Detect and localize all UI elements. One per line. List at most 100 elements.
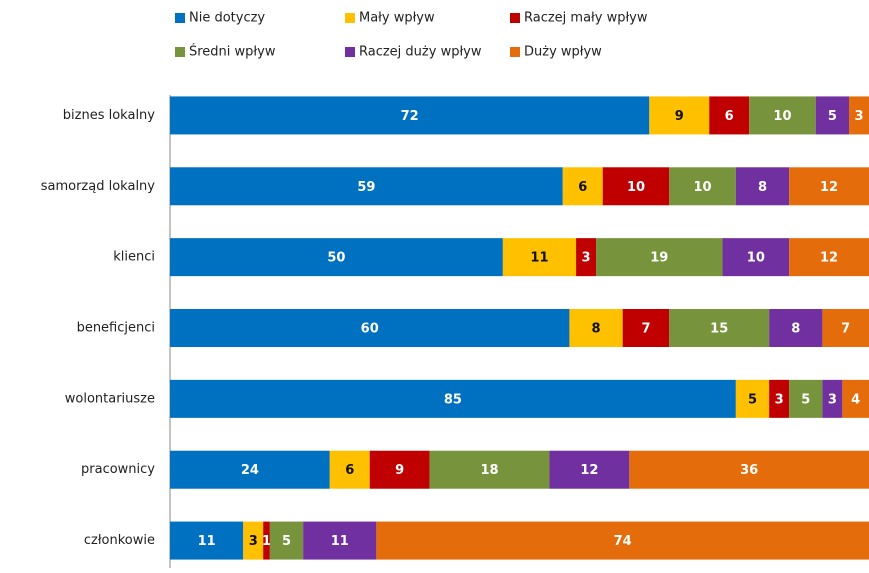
data-label: 5 bbox=[282, 534, 291, 549]
bar-segment bbox=[562, 167, 603, 206]
bar-segment bbox=[269, 521, 304, 560]
data-label: 8 bbox=[758, 180, 767, 195]
bar-segment bbox=[170, 521, 244, 560]
data-label: 4 bbox=[851, 392, 860, 407]
bar-segment bbox=[669, 309, 770, 347]
data-label: 11 bbox=[331, 534, 349, 549]
legend-swatch bbox=[510, 13, 520, 23]
data-label: 1 bbox=[262, 534, 271, 549]
data-label: 24 bbox=[241, 463, 259, 478]
data-label: 11 bbox=[198, 534, 216, 549]
bar-segment bbox=[849, 96, 869, 135]
bar-segment bbox=[170, 238, 503, 277]
data-label: 6 bbox=[345, 463, 354, 478]
bar-segment bbox=[815, 96, 850, 135]
y-tick-label: pracownicy bbox=[81, 462, 155, 477]
data-label: 11 bbox=[530, 251, 548, 266]
bar-segment bbox=[170, 96, 650, 135]
data-label: 12 bbox=[820, 180, 838, 195]
bar-segment bbox=[170, 309, 570, 347]
data-label: 15 bbox=[710, 322, 728, 337]
legend-label: Duży wpływ bbox=[524, 45, 602, 60]
data-label: 5 bbox=[801, 392, 810, 407]
bar-segment bbox=[822, 309, 869, 347]
data-label: 8 bbox=[592, 322, 601, 337]
bar-segment bbox=[622, 309, 670, 347]
bar-segment bbox=[769, 379, 790, 418]
y-tick-label: beneficjenci bbox=[77, 321, 155, 336]
data-label: 7 bbox=[841, 322, 850, 337]
bar-segment bbox=[669, 167, 736, 206]
bar-segment bbox=[602, 167, 670, 206]
data-label: 3 bbox=[828, 392, 837, 407]
y-tick-label: wolontariusze bbox=[65, 391, 155, 406]
data-label: 36 bbox=[740, 463, 758, 478]
data-label: 6 bbox=[725, 109, 734, 124]
bar-segment bbox=[789, 238, 869, 277]
bar-segment bbox=[502, 238, 577, 277]
data-label: 10 bbox=[627, 180, 645, 195]
data-label: 3 bbox=[249, 534, 258, 549]
legend-swatch bbox=[510, 47, 520, 57]
bar-segment bbox=[369, 450, 430, 489]
bar-segment bbox=[329, 450, 370, 489]
legend-label: Raczej duży wpływ bbox=[359, 45, 482, 60]
bar-segment bbox=[170, 450, 330, 489]
data-label: 18 bbox=[480, 463, 498, 478]
bar-segment bbox=[822, 379, 843, 418]
data-label: 12 bbox=[580, 463, 598, 478]
bar-segment bbox=[649, 96, 710, 135]
data-label: 9 bbox=[675, 109, 684, 124]
data-label: 7 bbox=[641, 322, 650, 337]
legend-swatch bbox=[345, 47, 355, 57]
data-label: 10 bbox=[773, 109, 791, 124]
data-label: 3 bbox=[775, 392, 784, 407]
y-tick-label: biznes lokalny bbox=[63, 108, 156, 123]
y-tick-label: samorząd lokalny bbox=[41, 179, 156, 194]
bar-segment bbox=[170, 167, 563, 206]
data-label: 60 bbox=[361, 322, 379, 337]
data-label: 72 bbox=[401, 109, 419, 124]
legend-swatch bbox=[345, 13, 355, 23]
data-label: 6 bbox=[578, 180, 587, 195]
data-label: 10 bbox=[747, 251, 765, 266]
bar-segment bbox=[789, 167, 869, 206]
bar-segment bbox=[549, 450, 630, 489]
legend-swatch bbox=[175, 13, 185, 23]
data-label: 59 bbox=[357, 180, 375, 195]
data-label: 8 bbox=[791, 322, 800, 337]
data-label: 19 bbox=[650, 251, 668, 266]
bar-segment bbox=[842, 379, 869, 418]
y-tick-label: klienci bbox=[113, 250, 155, 265]
data-label: 3 bbox=[854, 109, 863, 124]
data-label: 85 bbox=[444, 392, 462, 407]
bar-segment bbox=[596, 238, 723, 277]
data-label: 5 bbox=[828, 109, 837, 124]
legend-swatch bbox=[175, 47, 185, 57]
data-label: 74 bbox=[614, 534, 632, 549]
bar-segment bbox=[735, 379, 770, 418]
legend-label: Średni wpływ bbox=[189, 44, 276, 60]
bar-segment bbox=[722, 238, 790, 277]
legend-label: Nie dotyczy bbox=[189, 11, 265, 26]
bar-segment bbox=[569, 309, 623, 347]
bar-segment bbox=[769, 309, 823, 347]
bar-segment bbox=[263, 521, 270, 560]
bar-segment bbox=[709, 96, 750, 135]
bar-segment bbox=[429, 450, 550, 489]
bar-segment bbox=[576, 238, 597, 277]
data-label: 50 bbox=[327, 251, 345, 266]
bar-segment bbox=[376, 521, 869, 560]
legend-label: Raczej mały wpływ bbox=[524, 11, 648, 26]
bar-segment bbox=[789, 379, 823, 418]
data-label: 3 bbox=[582, 251, 591, 266]
bar-segment bbox=[735, 167, 790, 206]
bar-segment bbox=[749, 96, 816, 135]
bar-segment bbox=[303, 521, 377, 560]
data-label: 10 bbox=[694, 180, 712, 195]
bar-segment bbox=[629, 450, 869, 489]
data-label: 9 bbox=[395, 463, 404, 478]
bar-segment bbox=[170, 379, 736, 418]
data-label: 12 bbox=[820, 251, 838, 266]
